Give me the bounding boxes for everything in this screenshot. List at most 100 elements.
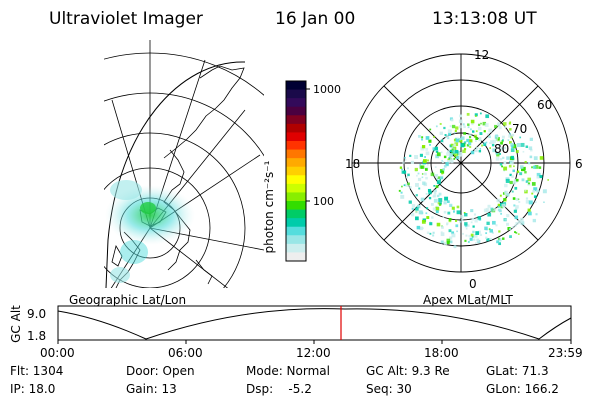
aurora-pixel	[439, 178, 442, 181]
aurora-pixel	[534, 164, 539, 169]
aurora-pixel	[500, 212, 503, 215]
aurora-pixel	[453, 132, 456, 134]
aurora-pixel	[442, 215, 445, 218]
door-readout: Door: Open	[126, 364, 195, 378]
aurora-pixel	[469, 128, 472, 131]
aurora-pixel	[429, 221, 432, 223]
aurora-pixel	[509, 160, 514, 165]
aurora-pixel	[415, 211, 418, 214]
aurora-pixel	[451, 148, 454, 151]
aurora-pixel	[440, 231, 443, 234]
aurora-pixel	[455, 224, 459, 228]
aurora-pixel	[494, 124, 498, 129]
aurora-pixel	[474, 242, 477, 245]
aurora-pixel	[411, 207, 414, 210]
aurora-pixel	[401, 168, 403, 171]
aurora-pixel	[527, 211, 532, 216]
aurora-pixel	[453, 209, 455, 212]
aurora-pixel	[502, 156, 505, 159]
mlat-label-70: 70	[512, 122, 528, 136]
aurora-pixel	[451, 206, 455, 210]
aurora-pixel	[492, 139, 496, 144]
colorbar-stripe	[286, 89, 306, 99]
aurora-pixel	[536, 175, 540, 179]
colorbar-stripe	[286, 209, 306, 219]
aurora-pixel	[430, 172, 435, 177]
aurora-pixel	[474, 219, 478, 223]
timeline-axis-label: GC Alt	[9, 305, 23, 343]
colorbar-stripe	[286, 226, 306, 236]
aurora-pixel	[539, 175, 543, 179]
aurora-pixel	[429, 143, 431, 146]
aurora-pixel	[519, 217, 524, 222]
aurora-pixel	[444, 134, 447, 137]
colorbar-stripe	[286, 115, 306, 125]
aurora-pixel	[511, 226, 514, 229]
dsp-readout: Dsp: -5.2	[246, 382, 312, 396]
aurora-pixel	[502, 139, 504, 141]
instrument-title: Ultraviolet Imager	[49, 9, 203, 29]
aurora-pixel	[525, 180, 529, 183]
aurora-pixel	[447, 137, 450, 140]
mlt-label-6: 6	[575, 157, 583, 171]
aurora-pixel	[465, 234, 468, 237]
aurora-pixel	[506, 193, 510, 197]
aurora-pixel	[434, 146, 439, 150]
aurora-pixel	[524, 189, 527, 192]
aurora-pixel	[432, 234, 435, 237]
aurora-pixel	[417, 177, 422, 182]
aurora-pixel	[436, 152, 441, 157]
aurora-pixel	[435, 154, 440, 159]
aurora-pixel	[443, 210, 447, 214]
aurora-pixel	[515, 231, 518, 234]
aurora-pixel	[451, 233, 456, 238]
aurora-pixel	[466, 138, 470, 142]
aurora-pixel	[420, 197, 425, 202]
aurora-pixel	[428, 139, 432, 143]
aurora-pixel	[455, 138, 460, 143]
aurora-pixel	[446, 152, 450, 156]
aurora-pixel	[511, 175, 514, 178]
aurora-pixel	[496, 137, 500, 141]
aurora-pixel	[506, 156, 510, 160]
aurora-pixel	[504, 126, 506, 128]
aurora-pixel	[411, 204, 416, 208]
aurora-pixel	[515, 150, 519, 153]
aurora-pixel	[507, 139, 510, 141]
aurora-pixel	[487, 212, 492, 217]
aurora-pixel	[441, 226, 444, 229]
aurora-pixel	[446, 223, 448, 226]
aurora-pixel	[455, 149, 459, 154]
aurora-pixel	[425, 136, 430, 140]
colorbar-stripe	[286, 106, 306, 116]
aurora-pixel	[454, 142, 459, 147]
aurora-pixel	[398, 189, 401, 192]
aurora-pixel	[499, 162, 503, 166]
aurora-pixel	[474, 140, 477, 142]
aurora-pixel	[472, 130, 475, 133]
aurora-pixel	[517, 233, 520, 235]
aurora-pixel	[475, 137, 479, 140]
aurora-pixel	[501, 140, 504, 143]
aurora-pixel	[472, 225, 475, 228]
gain-readout: Gain: 13	[126, 382, 177, 396]
aurora-pixel	[447, 200, 450, 203]
aurora-pixel	[473, 238, 476, 241]
aurora-pixel	[492, 209, 495, 212]
aurora-pixel	[513, 165, 515, 168]
aurora-pixel	[469, 237, 473, 241]
aurora-pixel	[531, 192, 534, 195]
aurora-pixel	[478, 149, 482, 153]
aurora-pixel	[509, 173, 512, 177]
aurora-pixel	[408, 200, 412, 204]
aurora-pixel	[486, 238, 490, 242]
colorbar-stripe	[286, 243, 306, 253]
aurora-pixel	[471, 235, 474, 238]
aurora-pixel	[496, 136, 499, 139]
aurora-pixel	[438, 192, 442, 196]
aurora-pixel	[496, 240, 500, 244]
aurora-pixel	[436, 222, 441, 227]
aurora-pixel	[417, 172, 420, 175]
aurora-pixel	[477, 126, 482, 131]
aurora-pixel	[508, 164, 512, 168]
